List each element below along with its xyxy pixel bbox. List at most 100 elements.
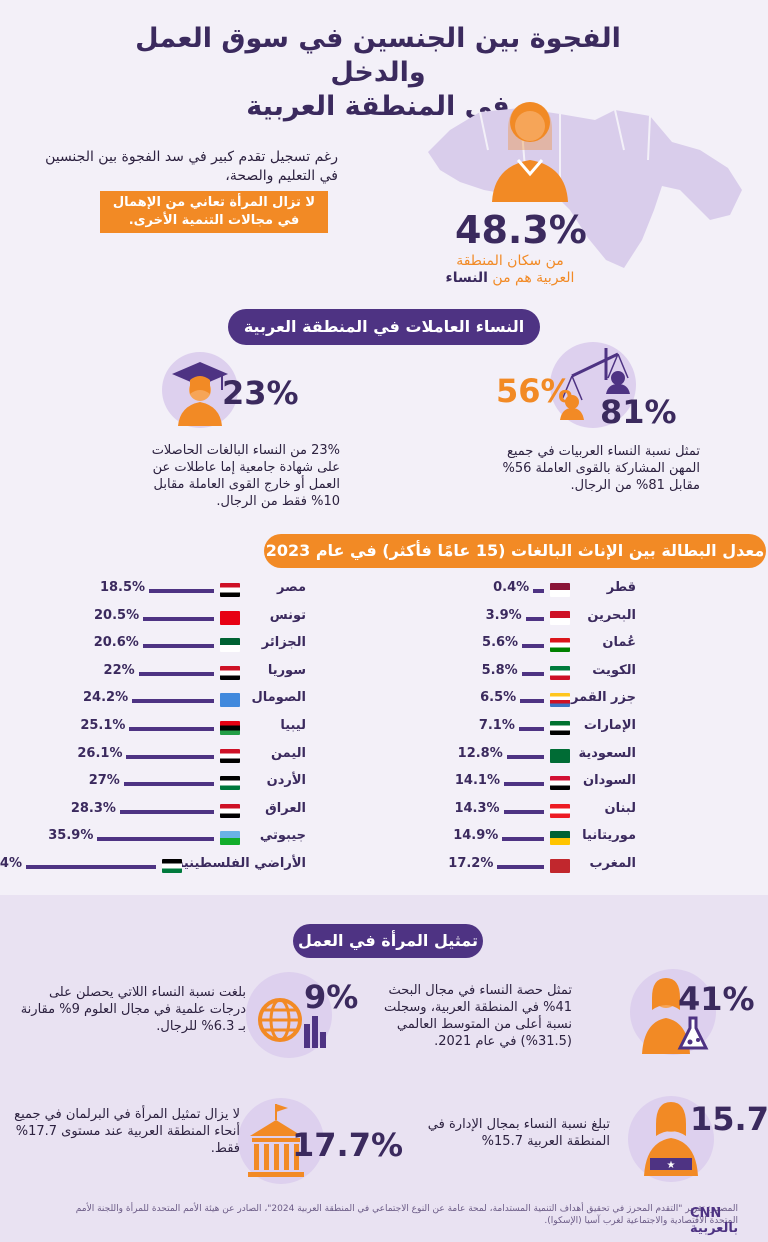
value-label: 14.9%: [453, 828, 499, 844]
science-globe-icon: [246, 972, 332, 1058]
country-label: سوريا: [267, 662, 306, 678]
libya-flag-icon: [220, 721, 240, 735]
unemployment-bar: [126, 754, 214, 759]
country-label: الإمارات: [583, 718, 636, 733]
population-percentage: 48.3%: [455, 208, 587, 252]
chart-row: سوريا 22%: [0, 661, 306, 683]
chart-title: معدل البطالة بين الإناث البالغات (15 عام…: [264, 534, 766, 568]
parliament-pct: 17.7%: [292, 1126, 404, 1164]
country-label: البحرين: [587, 607, 636, 623]
title-line-1: الفجوة بين الجنسين في سوق العمل والدخل: [135, 23, 621, 88]
syria-flag-icon: [220, 665, 240, 680]
population-note-line2b: النساء: [445, 270, 488, 286]
country-label: الكويت: [592, 662, 636, 678]
value-label: 5.8%: [481, 662, 518, 678]
mauritania-flag-icon: [550, 831, 570, 846]
population-note-line2a: العربية هم من: [492, 270, 575, 286]
intro-lead-text: رغم تسجيل تقدم كبير في سد الفجوة بين الج…: [45, 149, 338, 184]
country-label: موريتانيا: [582, 828, 636, 844]
bahrain-flag-icon: [550, 610, 570, 625]
unemployment-bar: [119, 809, 214, 814]
chart-row: الأردن 27%: [0, 771, 306, 793]
section-title-representation: تمثيل المرأة في العمل: [293, 924, 483, 958]
unemployment-chart: قطر 0.4% البحرين 3.9% عُمان 5.6% الكويت 5.8% جزر…: [0, 578, 768, 878]
research-text: تمثل حصة النساء في مجال البحث 41% في الم…: [383, 983, 572, 1049]
scale-icon: [550, 342, 636, 428]
qatar-flag-icon: [550, 583, 570, 597]
section-title-working-women: النساء العاملات في المنطقة العربية: [228, 309, 540, 345]
unemployment-bar: [533, 589, 544, 593]
value-label: 7.1%: [478, 718, 515, 733]
title-line-2: في المنطقة العربية: [246, 91, 510, 122]
chart-row: الصومال 24.2%: [0, 688, 306, 710]
djibouti-flag-icon: [220, 831, 240, 846]
morocco-flag-icon: [550, 859, 570, 873]
parliament-text: لا يزال تمثيل المرأة في البرلمان في جميع…: [14, 1107, 240, 1156]
chart-row: لبنان 14.3%: [336, 799, 636, 821]
unemployment-bar: [132, 699, 214, 704]
unemployment-bar: [502, 837, 544, 842]
kuwait-flag-icon: [550, 665, 570, 680]
chart-row: موريتانيا 14.9%: [336, 826, 636, 848]
palestine-flag-icon: [162, 859, 182, 873]
unemployment-bar: [97, 837, 214, 842]
country-label: جزر القمر: [571, 690, 636, 706]
graduates-unemployed-text: 23% من النساء البالغات الحاصلات على شهاد…: [151, 443, 340, 509]
value-label: 0.4%: [493, 580, 530, 595]
value-label: 3.9%: [485, 607, 522, 623]
value-label: 12.8%: [457, 745, 503, 761]
chart-row: مصر 18.5%: [0, 578, 306, 600]
value-label: 14.1%: [454, 773, 500, 789]
lebanon-flag-icon: [550, 803, 570, 818]
country-label: عُمان: [602, 635, 636, 651]
value-label: 20.5%: [94, 607, 140, 623]
unemployment-bar: [149, 589, 214, 593]
cnn-logo: CNN بالعربية: [690, 1206, 739, 1236]
chart-row: البحرين 3.9%: [336, 606, 636, 628]
sudan-flag-icon: [550, 776, 570, 791]
chart-row: جزر القمر 6.5%: [336, 688, 636, 710]
chart-row: المغرب 17.2%: [336, 854, 636, 876]
page-title: الفجوة بين الجنسين في سوق العمل والدخل ف…: [128, 22, 628, 124]
value-label: 27%: [88, 773, 120, 789]
arab-region-map: [428, 102, 742, 268]
unemployment-bar: [506, 754, 544, 759]
unemployment-bar: [143, 616, 214, 621]
value-label: 28.3%: [70, 800, 116, 816]
unemployment-bar: [522, 644, 544, 649]
research-pct: 41%: [678, 980, 755, 1018]
men-participation-pct: 81%: [600, 393, 677, 431]
country-label: المغرب: [589, 856, 636, 871]
unemployment-bar: [123, 782, 214, 787]
somalia-flag-icon: [220, 693, 240, 708]
source-note: المصدر: تقرير "التقدم المحرز في تحقيق أه…: [75, 1204, 738, 1226]
value-label: 14.3%: [454, 800, 500, 816]
country-label: قطر: [606, 580, 636, 595]
value-label: 17.2%: [448, 856, 494, 871]
country-label: ليبيا: [280, 718, 306, 733]
manager-icon: ★: [628, 1096, 714, 1182]
unemployment-bar: [525, 616, 544, 621]
egypt-flag-icon: [220, 583, 240, 597]
chart-row: الجزائر 20.6%: [0, 633, 306, 655]
chart-row: السعودية 12.8%: [336, 744, 636, 766]
country-label: الأردن: [266, 773, 306, 789]
oman-flag-icon: [550, 638, 570, 653]
country-label: العراق: [265, 800, 306, 816]
chart-row: تونس 20.5%: [0, 606, 306, 628]
management-text: تبلغ نسبة النساء بمجال الإدارة في المنطق…: [427, 1117, 610, 1149]
country-label: الجزائر: [261, 635, 306, 651]
chart-row: جيبوتي 35.9%: [0, 826, 306, 848]
chart-row: الكويت 5.8%: [336, 661, 636, 683]
women-participation-pct: 56%: [496, 372, 573, 410]
chart-row: ليبيا 25.1%: [0, 716, 306, 738]
unemployment-bar: [142, 644, 214, 649]
iraq-flag-icon: [220, 803, 240, 818]
country-label: لبنان: [604, 800, 636, 816]
jordan-flag-icon: [220, 776, 240, 791]
country-label: مصر: [277, 580, 306, 595]
country-label: اليمن: [270, 745, 306, 761]
unemployment-bar: [521, 671, 544, 676]
unemployment-bar: [497, 865, 544, 869]
